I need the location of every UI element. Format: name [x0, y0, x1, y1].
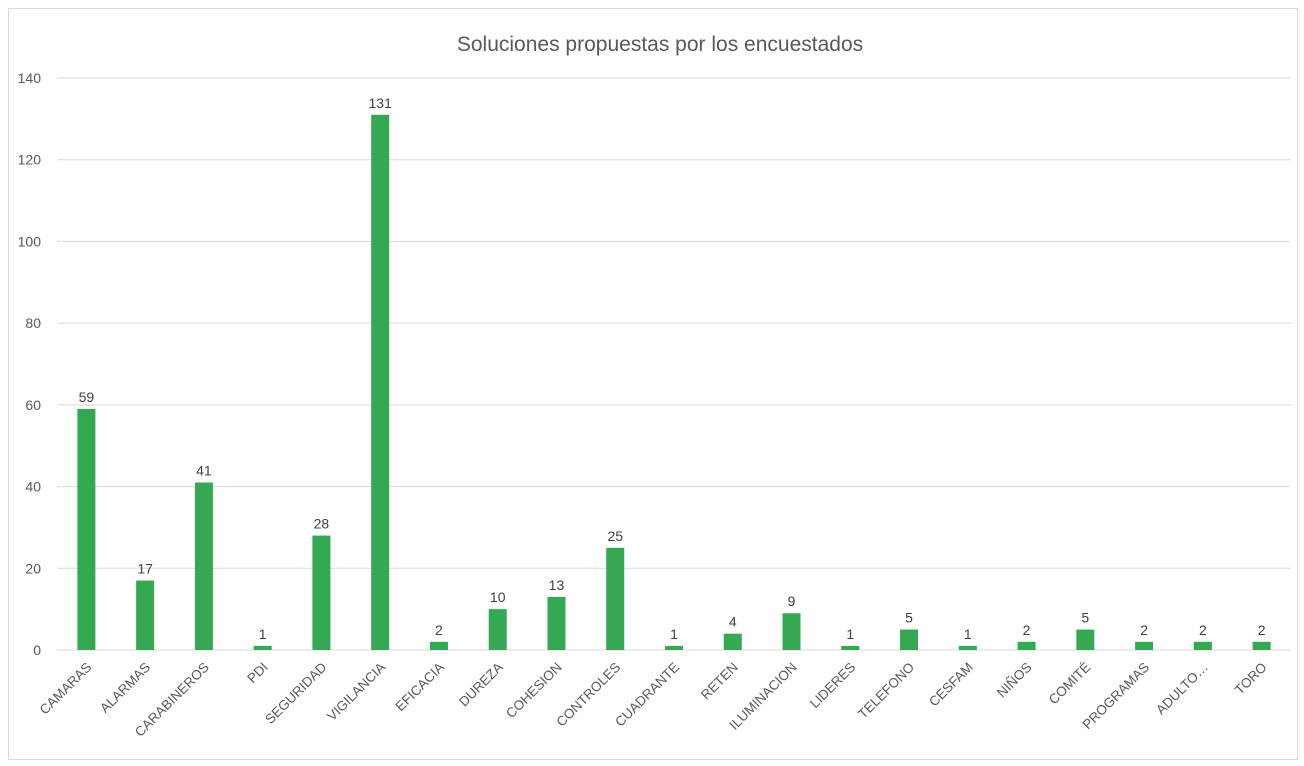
gridlines	[57, 77, 1291, 651]
data-label: 17	[137, 561, 153, 577]
bar	[1193, 641, 1212, 650]
data-label: 2	[1258, 622, 1266, 638]
x-category-label: TORO	[1232, 660, 1270, 698]
x-category-label: RETEN	[698, 660, 741, 703]
data-label: 2	[1140, 622, 1148, 638]
y-tick-label: 0	[33, 642, 41, 658]
data-label: 2	[1199, 622, 1207, 638]
data-label: 25	[607, 528, 623, 544]
bar	[958, 645, 977, 650]
data-label: 41	[196, 462, 212, 478]
bar	[253, 645, 272, 650]
x-category-label: ADULTO…	[1153, 660, 1211, 718]
data-label: 1	[964, 626, 972, 642]
x-category-label: CAMARAS	[37, 660, 95, 718]
chart-title: Soluciones propuestas por los encuestado…	[457, 33, 863, 56]
y-tick-label: 140	[18, 70, 42, 86]
bar	[841, 645, 860, 650]
bar	[488, 609, 507, 650]
data-label: 10	[490, 589, 506, 605]
data-label: 1	[259, 626, 267, 642]
bar	[547, 596, 566, 650]
bar	[77, 408, 96, 650]
y-tick-label: 40	[25, 479, 41, 495]
data-label: 13	[549, 577, 565, 593]
y-axis-ticks: 0 20 40 60 80 100 120 140	[18, 70, 42, 658]
bar	[1076, 629, 1095, 650]
data-label: 131	[369, 95, 393, 111]
bar	[1252, 641, 1271, 650]
bar	[429, 641, 448, 650]
bar	[723, 633, 742, 650]
x-category-label: VIGILANCIA	[324, 660, 388, 724]
x-category-label: LIDERES	[807, 660, 858, 711]
bar	[136, 580, 155, 650]
bar	[900, 629, 919, 650]
bar	[606, 547, 625, 650]
x-category-label: CESFAM	[926, 660, 976, 710]
x-category-label: EFICACIA	[392, 660, 447, 715]
bars	[77, 114, 1271, 651]
data-label: 9	[788, 593, 796, 609]
data-label: 2	[435, 622, 443, 638]
bar	[312, 535, 331, 650]
data-label: 1	[846, 626, 854, 642]
data-label: 4	[729, 614, 737, 630]
y-tick-label: 80	[25, 315, 41, 331]
x-category-label: PDI	[244, 660, 271, 687]
bar	[1135, 641, 1154, 650]
x-category-label: SEGURIDAD	[262, 659, 330, 727]
data-label: 5	[1081, 610, 1089, 626]
data-label: 59	[79, 389, 95, 405]
bar	[665, 645, 683, 650]
x-category-label: NIÑOS	[994, 660, 1035, 701]
y-tick-label: 60	[25, 397, 41, 413]
chart-frame: Soluciones propuestas por los encuestado…	[8, 8, 1298, 760]
bar	[194, 482, 213, 650]
bar	[782, 613, 801, 650]
bar-chart: Soluciones propuestas por los encuestado…	[18, 33, 1291, 740]
x-category-label: ALARMAS	[97, 660, 153, 716]
data-label: 5	[905, 610, 913, 626]
y-tick-label: 20	[25, 560, 41, 576]
data-label: 28	[314, 516, 330, 532]
bar	[1017, 641, 1036, 650]
x-category-label: TELEFONO	[855, 660, 917, 722]
x-category-label: COMITÉ	[1046, 660, 1094, 708]
y-tick-label: 100	[18, 233, 42, 249]
x-category-label: COHESION	[503, 660, 565, 722]
data-label: 1	[670, 626, 678, 642]
x-category-label: DUREZA	[456, 660, 506, 710]
y-tick-label: 120	[18, 152, 42, 168]
bar	[371, 114, 390, 651]
data-label: 2	[1023, 622, 1031, 638]
